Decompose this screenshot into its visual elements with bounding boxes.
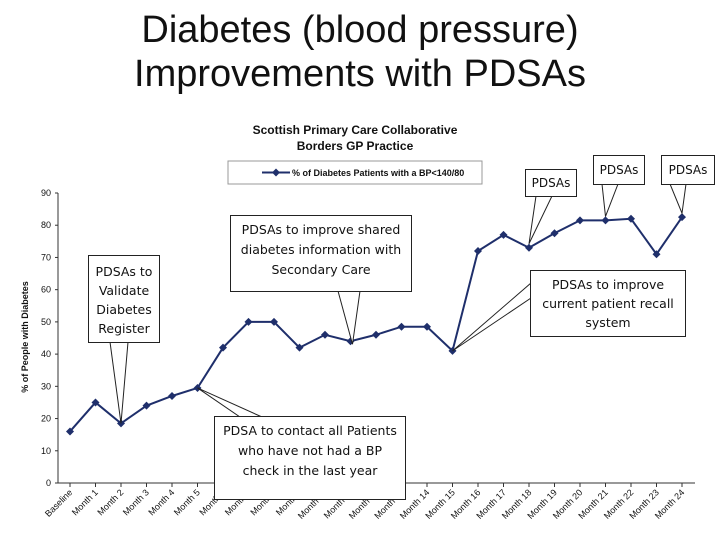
data-point bbox=[142, 401, 151, 410]
x-tick-label: Baseline bbox=[43, 487, 74, 518]
callout-pdsas-month21: PDSAs bbox=[593, 155, 645, 185]
shared-pointer bbox=[337, 290, 361, 345]
pdsas-c-pointer bbox=[669, 183, 687, 216]
y-tick-label: 30 bbox=[41, 381, 51, 391]
callout-pdsas-b-text: PDSAs bbox=[599, 163, 639, 177]
data-point bbox=[397, 322, 406, 331]
data-point bbox=[423, 322, 431, 331]
callout-pdsas-a-text: PDSAs bbox=[531, 176, 571, 190]
chart-title-line2: Borders GP Practice bbox=[297, 139, 414, 153]
data-point bbox=[652, 250, 661, 259]
y-axis-label: % of People with Diabetes bbox=[20, 281, 30, 393]
y-tick-label: 40 bbox=[41, 349, 51, 359]
callout-recall-system: PDSAs to improve current patient recall … bbox=[530, 270, 686, 337]
callout-pointers bbox=[109, 183, 687, 424]
callout-validate-text: PDSAs to Validate Diabetes Register bbox=[95, 264, 153, 336]
y-tick-label: 10 bbox=[41, 446, 51, 456]
data-point bbox=[244, 317, 253, 326]
chart-legend: % of Diabetes Patients with a BP<140/80 bbox=[227, 160, 483, 185]
y-tick-label: 80 bbox=[41, 220, 51, 230]
data-point bbox=[550, 229, 559, 238]
x-tick-label: Month 1 bbox=[70, 487, 100, 517]
data-point bbox=[576, 216, 584, 225]
slide-title-line1: Diabetes (blood pressure) bbox=[141, 9, 579, 51]
data-point bbox=[219, 343, 227, 352]
data-point bbox=[321, 330, 329, 339]
x-tick-label: Month 2 bbox=[95, 487, 125, 517]
x-tick-label: Month 4 bbox=[146, 487, 176, 517]
legend-marker bbox=[272, 168, 280, 177]
data-point bbox=[168, 392, 176, 400]
x-tick-label: Month 3 bbox=[121, 487, 151, 517]
series-bp bbox=[66, 213, 686, 436]
data-point bbox=[678, 213, 686, 222]
data-point bbox=[91, 398, 100, 407]
data-point bbox=[601, 216, 610, 225]
data-point bbox=[270, 317, 278, 326]
y-ticks: 0 10 20 30 40 50 60 70 80 90 bbox=[41, 188, 58, 488]
legend-box bbox=[227, 160, 483, 185]
pdsas-b-pointer bbox=[601, 183, 619, 217]
callout-recall-text: PDSAs to improve current patient recall … bbox=[542, 277, 674, 330]
callout-pdsas-month24: PDSAs bbox=[661, 155, 715, 185]
slide-title: Diabetes (blood pressure) Improvements w… bbox=[0, 8, 720, 96]
recall-pointer bbox=[452, 281, 532, 352]
data-point bbox=[499, 230, 508, 239]
x-tick-label: Month 5 bbox=[172, 487, 202, 517]
data-point bbox=[66, 427, 74, 436]
y-tick-label: 50 bbox=[41, 317, 51, 327]
y-tick-label: 0 bbox=[46, 478, 51, 488]
y-tick-label: 60 bbox=[41, 285, 51, 295]
callout-contact-text: PDSA to contact all Patients who have no… bbox=[223, 423, 397, 478]
data-point bbox=[295, 343, 304, 352]
callout-pdsas-c-text: PDSAs bbox=[668, 163, 708, 177]
callout-shared-information: PDSAs to improve shared diabetes informa… bbox=[230, 215, 412, 292]
validate-pointer bbox=[109, 341, 129, 424]
chart-title-line1: Scottish Primary Care Collaborative bbox=[253, 123, 458, 137]
data-point bbox=[627, 214, 635, 223]
y-tick-label: 90 bbox=[41, 188, 51, 198]
data-point bbox=[474, 247, 482, 255]
callout-validate-register: PDSAs to Validate Diabetes Register bbox=[88, 255, 160, 343]
callout-pdsas-month18: PDSAs bbox=[525, 169, 577, 197]
legend-label: % of Diabetes Patients with a BP<140/80 bbox=[292, 168, 464, 178]
data-point bbox=[372, 330, 380, 339]
data-point bbox=[525, 243, 533, 252]
callout-contact-patients: PDSA to contact all Patients who have no… bbox=[214, 416, 406, 500]
callout-shared-text: PDSAs to improve shared diabetes informa… bbox=[240, 222, 402, 277]
contact-pointer bbox=[197, 387, 263, 418]
slide-title-line2: Improvements with PDSAs bbox=[134, 53, 586, 95]
y-tick-label: 20 bbox=[41, 414, 51, 424]
y-tick-label: 70 bbox=[41, 252, 51, 262]
